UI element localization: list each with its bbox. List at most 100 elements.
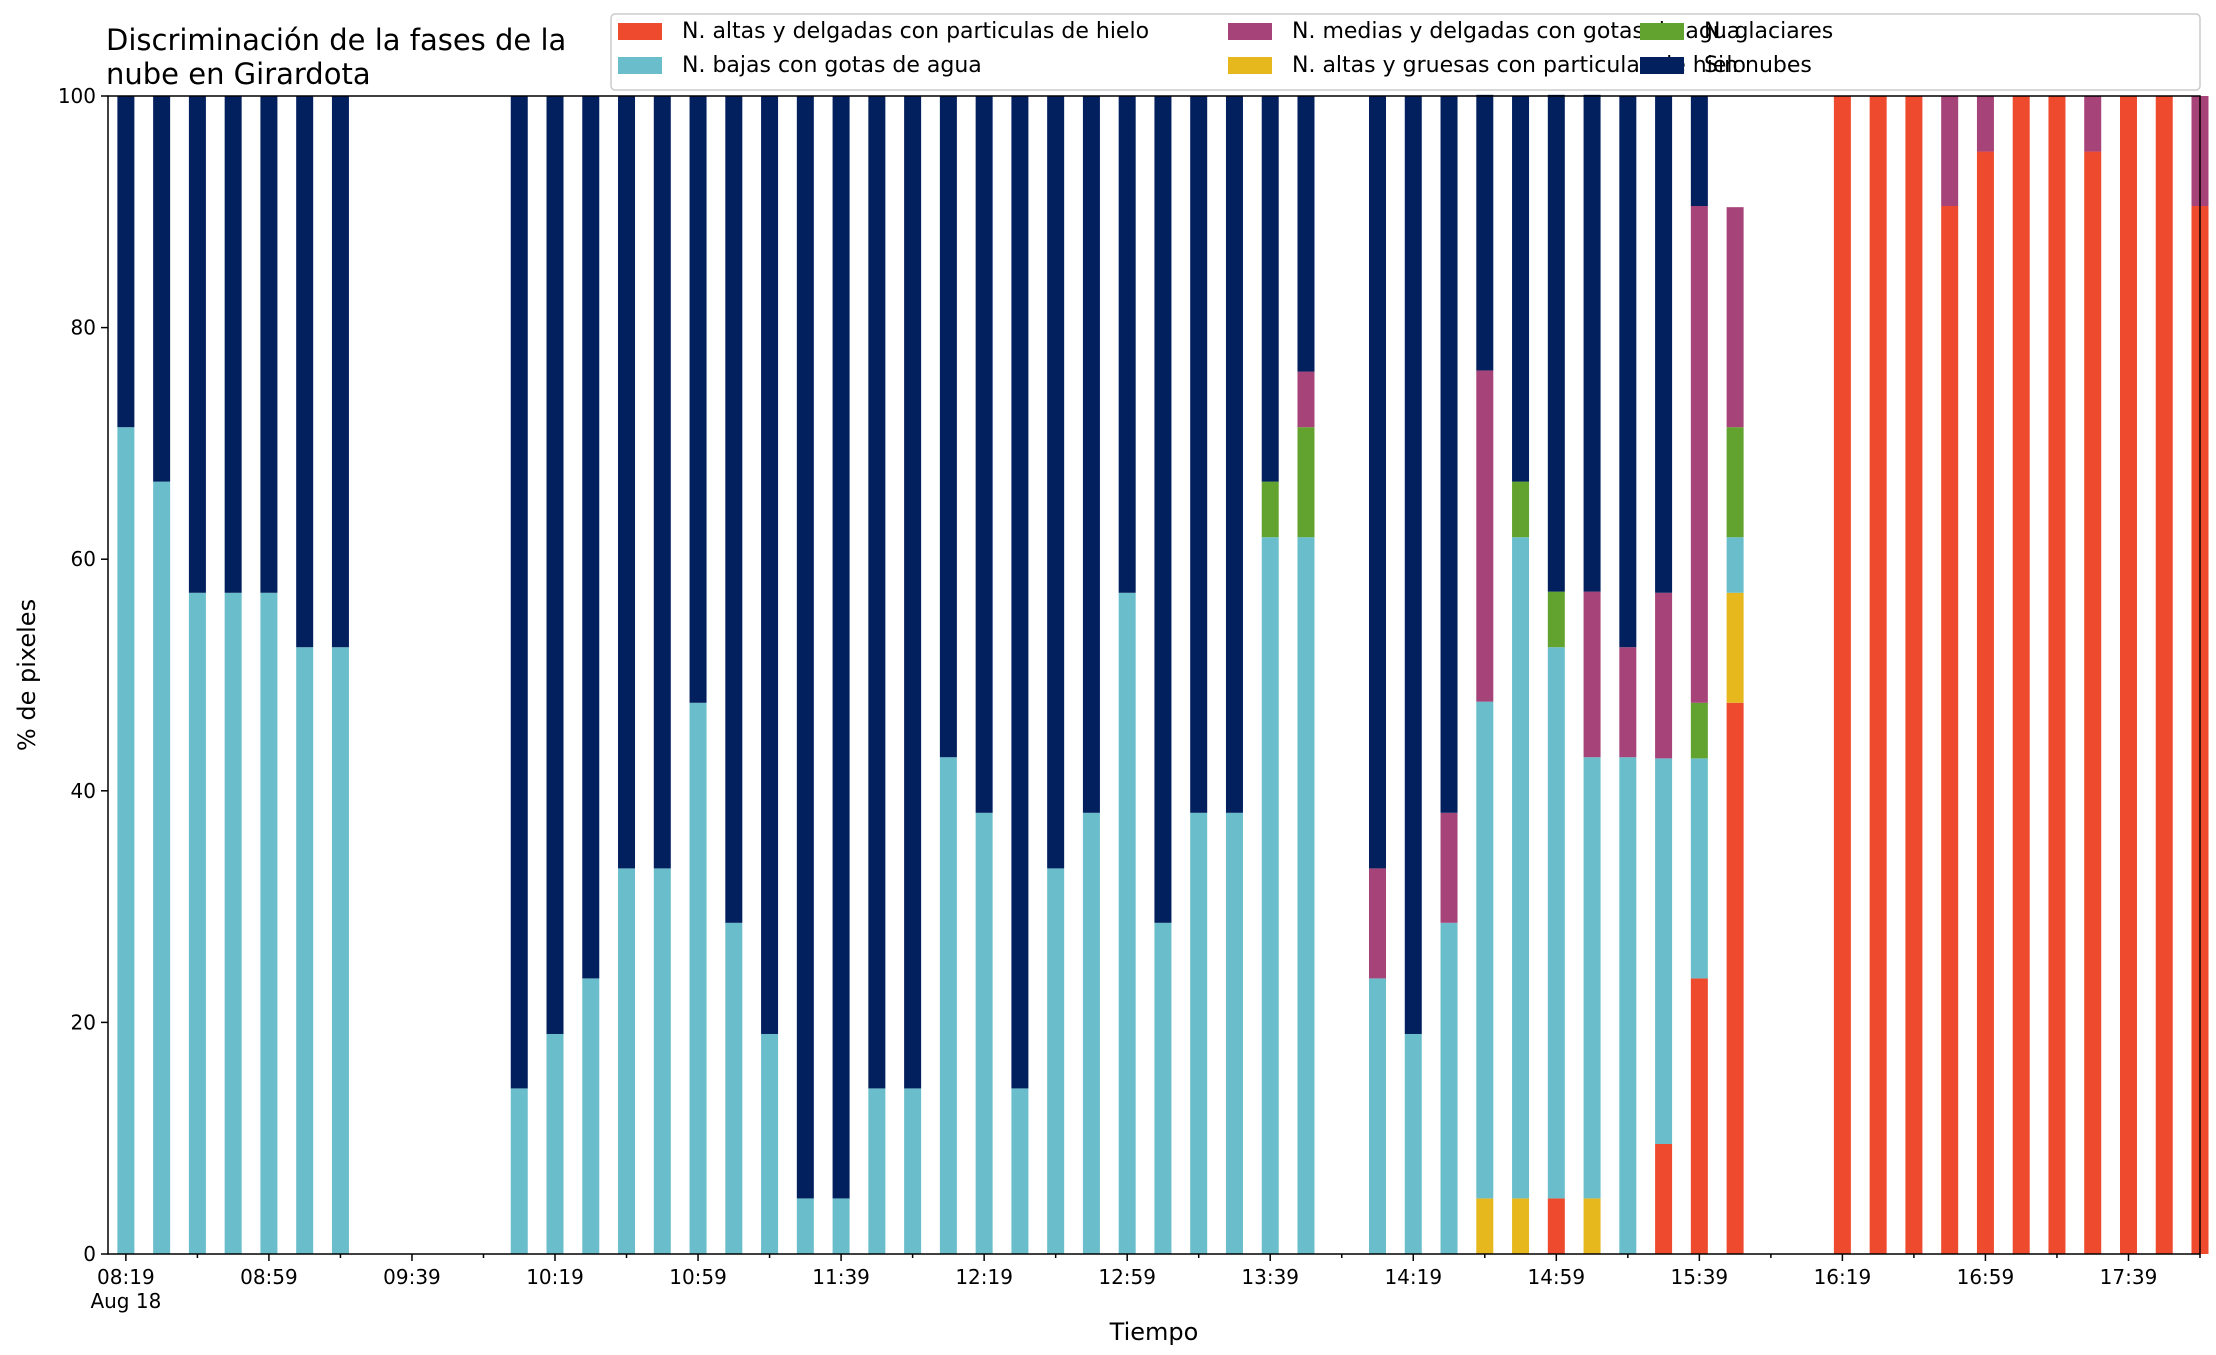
bar-segment-s5-t22: [904, 96, 922, 1089]
bar-segment-s4-t35: [1369, 868, 1386, 979]
bar-segment-s4-t44: [1690, 206, 1708, 703]
bar-segment-s0-t40: [1547, 1198, 1565, 1254]
x-tick-label-36: 14:19: [1384, 1265, 1442, 1289]
bar-segment-s2-t1: [153, 481, 171, 1254]
chart-title-line-1: Discriminación de la fases de la: [106, 23, 566, 57]
bar-segment-s0-t49: [1869, 96, 1887, 1254]
bar-segment-s3-t40: [1547, 591, 1565, 648]
bar-segment-s2-t22: [904, 1088, 922, 1254]
bar-segment-s2-t35: [1369, 978, 1386, 1254]
bar-segment-s0-t54: [2048, 96, 2066, 1254]
bar-segment-s5-t41: [1583, 94, 1601, 592]
bar-segment-s0-t43: [1655, 1143, 1673, 1254]
bar-segment-s5-t30: [1190, 96, 1208, 813]
legend-swatch-5: [1640, 57, 1684, 74]
bar-segment-s2-t42: [1619, 757, 1637, 1254]
bar-segment-s5-t25: [1011, 96, 1029, 1089]
bar-segment-s5-t39: [1512, 96, 1530, 482]
bar-segment-s5-t40: [1547, 94, 1565, 592]
bar-segment-s1-t45: [1726, 592, 1744, 703]
y-axis-label: % de pixeles: [13, 599, 41, 751]
x-tick-label-4: 08:59: [240, 1265, 298, 1289]
bar-segment-s5-t33: [1297, 96, 1315, 372]
x-tick-label-20: 11:39: [812, 1265, 870, 1289]
bar-segment-s3-t33: [1297, 427, 1315, 538]
bar-segment-s0-t56: [2119, 96, 2137, 1254]
bar-segment-s5-t42: [1619, 96, 1637, 648]
bar-segment-s5-t16: [689, 96, 707, 703]
y-tick-label-80: 80: [71, 316, 96, 340]
bar-segment-s2-t17: [725, 922, 743, 1254]
legend-label-3: N. glaciares: [1704, 19, 1833, 44]
bar-segment-s2-t16: [689, 702, 707, 1254]
bar-segment-s3-t44: [1690, 702, 1708, 759]
bar-segment-s2-t27: [1082, 812, 1100, 1254]
bar-segment-s2-t6: [331, 647, 349, 1254]
bar-segment-s2-t11: [510, 1088, 528, 1254]
bar-segment-s5-t13: [582, 96, 600, 979]
legend-swatch-1: [1228, 57, 1272, 74]
bar-segment-s5-t6: [331, 96, 349, 648]
bar-segment-s2-t38: [1476, 701, 1494, 1199]
bar-segment-s2-t15: [653, 868, 671, 1254]
bar-segment-s5-t3: [224, 96, 242, 593]
bar-segment-s2-t25: [1011, 1088, 1029, 1254]
y-tick-label-40: 40: [71, 779, 96, 803]
bar-segment-s5-t14: [618, 96, 636, 869]
bar-segment-s4-t41: [1583, 591, 1601, 758]
x-tick-label-0: 08:19: [97, 1265, 155, 1289]
bar-segment-s2-t44: [1690, 758, 1708, 979]
bar-segment-s2-t19: [796, 1198, 814, 1254]
legend-frame: [610, 13, 2201, 91]
bar-segment-s5-t28: [1118, 96, 1136, 593]
bar-segment-s4-t38: [1476, 370, 1494, 702]
bar-segment-s0-t55: [2084, 151, 2102, 1255]
x-tick-label-16: 10:59: [669, 1265, 727, 1289]
bar-segment-s2-t0: [117, 427, 135, 1254]
bar-segment-s0-t52: [1976, 151, 1994, 1255]
bar-segment-s4-t51: [1941, 96, 1959, 207]
bar-segment-s4-t33: [1297, 371, 1315, 428]
bar-segment-s2-t37: [1440, 922, 1458, 1254]
legend-label-0: N. altas y delgadas con particulas de hi…: [682, 19, 1149, 44]
bar-segment-s2-t5: [296, 647, 314, 1254]
bar-segment-s0-t51: [1941, 206, 1959, 1254]
bar-segment-s3-t39: [1512, 481, 1530, 538]
x-tick-label-32: 13:39: [1241, 1265, 1299, 1289]
y-axis: 0 20 40 60 80 100: [58, 84, 108, 1266]
bar-segment-s4-t37: [1440, 812, 1458, 923]
legend-label-5: Sin nubes: [1704, 53, 1812, 78]
y-tick-label-60: 60: [71, 547, 96, 571]
x-axis-label: Tiempo: [1109, 1318, 1199, 1346]
bar-segment-s4-t52: [1976, 96, 1994, 152]
bar-segment-s5-t21: [868, 96, 886, 1089]
bar-segment-s5-t29: [1154, 96, 1172, 923]
bar-segment-s5-t23: [939, 96, 957, 758]
x-tick-sublabel-0: Aug 18: [90, 1289, 161, 1313]
bar-segment-s2-t21: [868, 1088, 886, 1254]
bar-segment-s2-t20: [832, 1198, 850, 1254]
bar-segment-s0-t45: [1726, 702, 1744, 1254]
x-tick-label-24: 12:19: [955, 1265, 1013, 1289]
legend-swatch-3: [1640, 23, 1684, 40]
bar-segment-s1-t41: [1583, 1198, 1601, 1254]
bar-segment-s5-t24: [975, 96, 993, 813]
bar-segment-s5-t17: [725, 96, 743, 923]
bar-segment-s2-t40: [1547, 647, 1565, 1199]
bar-segment-s5-t1: [153, 96, 171, 482]
bar-segment-s2-t13: [582, 978, 600, 1254]
bar-segment-s0-t53: [2012, 96, 2030, 1254]
bar-segment-s2-t45: [1726, 537, 1744, 593]
bar-segment-s1-t38: [1476, 1198, 1494, 1254]
x-tick-label-40: 14:59: [1527, 1265, 1585, 1289]
bar-segment-s4-t55: [2084, 96, 2102, 152]
bar-segment-s2-t36: [1404, 1033, 1422, 1254]
bar-segment-s2-t33: [1297, 537, 1315, 1254]
bar-segment-s5-t36: [1404, 96, 1422, 1034]
bar-segment-s5-t2: [188, 96, 206, 593]
bar-segment-s2-t32: [1261, 537, 1279, 1254]
x-tick-label-8: 09:39: [383, 1265, 441, 1289]
bar-segment-s5-t38: [1476, 94, 1494, 371]
